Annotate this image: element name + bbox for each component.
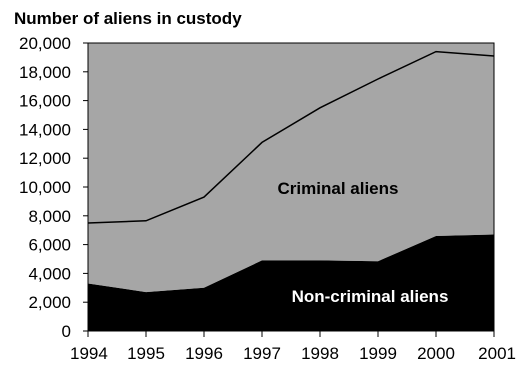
y-tick-label: 12,000 [19,149,71,168]
x-tick-label: 2001 [478,344,516,363]
y-tick-label: 0 [62,322,71,341]
y-tick-label: 16,000 [19,92,71,111]
y-tick-label: 4,000 [28,264,71,283]
y-axis: 0 2,000 4,000 6,000 8,000 10,000 12,000 14,000 1… [19,34,88,341]
area-series-non-criminal-aliens [88,234,494,331]
y-tick-label: 6,000 [28,236,71,255]
x-tick-label: 2000 [417,344,455,363]
y-tick-label: 20,000 [19,34,71,53]
x-tick-label: 1999 [359,344,397,363]
non-criminal-aliens-label: Non-criminal aliens [292,287,449,306]
x-tick-label: 1994 [70,344,108,363]
y-tick-label: 18,000 [19,63,71,82]
x-tick-label: 1995 [127,344,165,363]
y-tick-label: 14,000 [19,120,71,139]
y-tick-label: 8,000 [28,207,71,226]
area-series-criminal-aliens [88,51,494,293]
criminal-aliens-label: Criminal aliens [278,179,399,198]
x-axis: 1994 1995 1996 1997 1998 1999 2000 2001 [70,331,516,363]
chart-title: Number of aliens in custody [14,9,242,28]
series-areas [88,51,494,331]
y-tick-label: 2,000 [28,293,71,312]
x-tick-label: 1996 [185,344,223,363]
x-tick-label: 1997 [243,344,281,363]
y-tick-label: 10,000 [19,178,71,197]
x-tick-label: 1998 [301,344,339,363]
criminal-aliens-top-line [87,50,495,224]
